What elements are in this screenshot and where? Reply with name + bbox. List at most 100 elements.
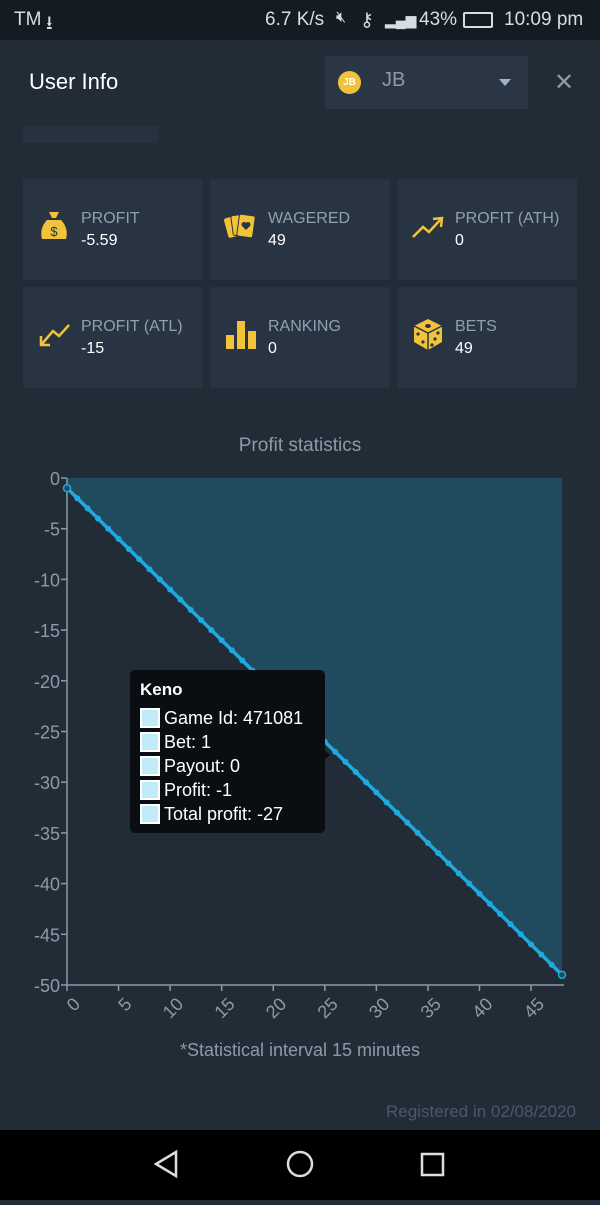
tooltip-title: Keno	[140, 680, 183, 699]
stat-value: -15	[81, 340, 105, 357]
legend-swatch	[140, 732, 160, 752]
registered-date: Registered in 02/08/2020	[386, 1102, 576, 1121]
legend-swatch	[140, 708, 160, 728]
profit-chart: 0-5-10-15-20-25-30-35-40-45-500 5 10 15 20 25…	[34, 469, 567, 1022]
stat-card-profit-atl: PROFIT (ATL) -15	[23, 287, 203, 388]
stat-value: 49	[455, 340, 473, 357]
stat-value: 49	[268, 232, 286, 249]
y-tick-label: -15	[34, 621, 60, 641]
data-point	[74, 495, 81, 502]
close-button[interactable]: ✕	[554, 69, 575, 96]
svg-text:$: $	[50, 224, 58, 239]
y-tick-label: -5	[44, 520, 60, 540]
trend-up-icon	[411, 209, 445, 243]
y-tick-label: -35	[34, 824, 60, 844]
back-icon[interactable]	[153, 1149, 178, 1179]
key-icon: ⚷	[360, 10, 374, 31]
data-point	[507, 921, 514, 928]
x-tick-label: 35	[417, 994, 445, 1022]
data-point	[455, 870, 462, 877]
stat-value: 0	[455, 232, 464, 249]
data-point	[84, 505, 91, 512]
legend-swatch	[140, 780, 160, 800]
data-point	[208, 627, 215, 634]
coin-icon: JB	[338, 71, 361, 94]
data-point	[528, 941, 535, 948]
data-point	[373, 789, 380, 796]
y-tick-label: -25	[34, 723, 60, 743]
net-speed: 6.7 K/s	[265, 9, 325, 30]
data-point	[383, 799, 390, 806]
x-tick-label: 30	[365, 994, 393, 1022]
tooltip-line: Total profit: -27	[164, 803, 284, 824]
recents-icon[interactable]	[420, 1152, 445, 1177]
tooltip-line: Profit: -1	[164, 779, 233, 800]
data-point	[486, 900, 493, 907]
data-point	[94, 515, 101, 522]
header: User Info JB JB ✕	[0, 40, 600, 125]
data-point	[394, 809, 400, 816]
data-point	[538, 951, 545, 958]
data-point	[136, 556, 143, 563]
x-tick-label: 45	[520, 994, 548, 1022]
stat-label: BETS	[455, 318, 497, 335]
stat-value: -5.59	[81, 232, 118, 249]
data-point	[445, 860, 452, 867]
data-point	[146, 566, 153, 573]
data-point	[517, 931, 524, 938]
y-tick-label: -20	[34, 672, 60, 692]
data-point	[167, 586, 174, 593]
data-point	[229, 647, 235, 654]
stat-card-profit-ath: PROFIT (ATH) 0	[397, 179, 577, 280]
data-point	[218, 637, 225, 644]
carrier: TM	[14, 9, 42, 30]
data-point	[239, 657, 246, 664]
tooltip-line: Bet: 1	[164, 731, 212, 752]
x-tick-label: 5	[114, 994, 135, 1015]
nav-bar	[0, 1130, 600, 1200]
signal-icon: ▂▄▆	[385, 12, 417, 28]
data-point	[363, 779, 370, 786]
x-tick-label: 25	[314, 994, 342, 1022]
y-tick-label: -45	[34, 925, 60, 945]
data-point	[332, 748, 339, 755]
data-point	[352, 769, 359, 776]
scrolled-tab	[23, 126, 158, 143]
stat-card-wagered: WAGERED 49	[210, 179, 390, 280]
home-icon[interactable]	[286, 1150, 314, 1178]
currency-select[interactable]: JB JB	[325, 56, 528, 109]
data-point	[125, 545, 132, 552]
stat-label: PROFIT	[81, 210, 140, 227]
battery-percent: 43%	[419, 9, 458, 30]
x-tick-label: 10	[159, 994, 187, 1022]
x-tick-label: 20	[262, 994, 290, 1022]
data-point	[497, 911, 504, 918]
status-bar: TM ⭳ 6.7 K/s 🔇︎ ⚷ ▂▄▆ 43% 10:09 pm	[0, 0, 600, 40]
data-point	[105, 525, 112, 532]
stat-label: RANKING	[268, 318, 341, 335]
data-point	[466, 880, 473, 887]
data-point	[424, 840, 431, 847]
tooltip-line: Payout: 0	[164, 755, 241, 776]
battery-icon	[463, 12, 493, 28]
stat-label: PROFIT (ATH)	[455, 210, 560, 227]
data-point	[342, 758, 349, 765]
data-point	[62, 483, 72, 493]
data-point	[177, 596, 184, 603]
data-point	[156, 576, 163, 583]
y-tick-label: 0	[50, 469, 60, 489]
y-tick-label: -10	[34, 570, 60, 590]
y-tick-label: -30	[34, 773, 60, 793]
stat-card-bets: BETS 49	[397, 287, 577, 388]
trend-down-icon	[37, 317, 71, 351]
stat-card-ranking: RANKING 0	[210, 287, 390, 388]
stat-label: PROFIT (ATL)	[81, 318, 183, 335]
dice-icon	[411, 317, 445, 351]
data-point	[115, 535, 122, 542]
chart-tooltip: Keno Game Id: 471081 Bet: 1 Payout: 0 Pr…	[130, 670, 325, 833]
mute-icon: 🔇︎	[336, 9, 347, 26]
x-tick-label: 40	[468, 994, 496, 1022]
chevron-down-icon	[499, 79, 511, 86]
bar-chart-icon	[224, 317, 258, 351]
data-point	[476, 890, 483, 897]
